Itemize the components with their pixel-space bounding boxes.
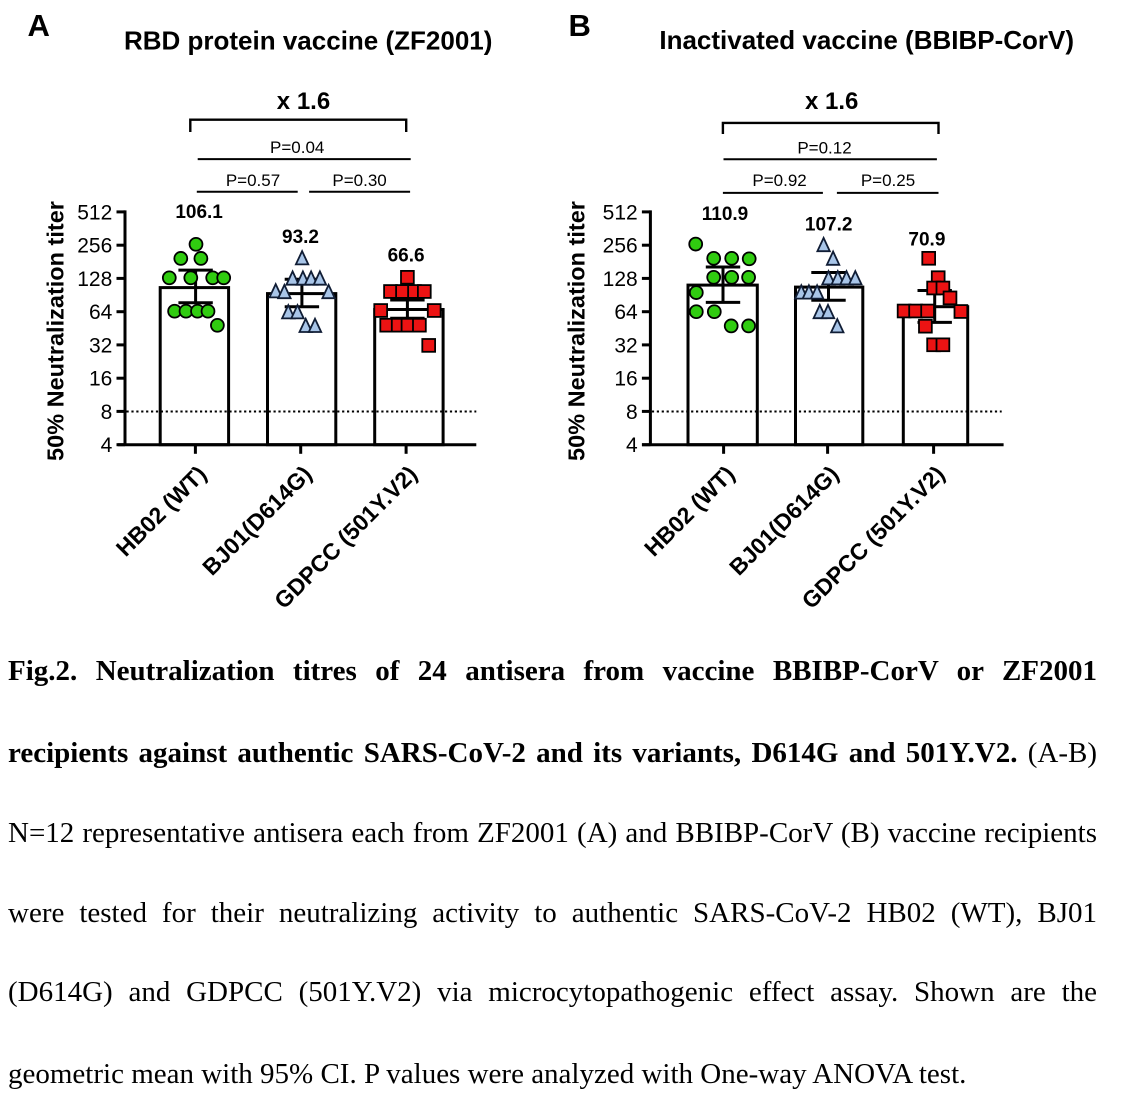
svg-text:106.1: 106.1: [175, 202, 223, 223]
svg-text:256: 256: [77, 235, 112, 258]
svg-text:512: 512: [603, 201, 638, 224]
svg-text:8: 8: [626, 401, 638, 424]
svg-text:B: B: [569, 8, 591, 43]
svg-text:128: 128: [77, 268, 112, 291]
svg-text:128: 128: [603, 268, 638, 291]
svg-text:50% Neutralization titer: 50% Neutralization titer: [564, 201, 590, 461]
svg-text:256: 256: [603, 235, 638, 258]
svg-text:P=0.12: P=0.12: [797, 138, 851, 157]
svg-text:110.9: 110.9: [702, 204, 749, 225]
svg-text:4: 4: [101, 434, 113, 457]
svg-text:16: 16: [614, 368, 637, 391]
svg-text:50% Neutralization titer: 50% Neutralization titer: [43, 201, 69, 461]
svg-text:P=0.04: P=0.04: [270, 138, 324, 157]
svg-text:P=0.57: P=0.57: [226, 171, 280, 190]
svg-text:x 1.6: x 1.6: [805, 88, 858, 115]
svg-text:P=0.30: P=0.30: [332, 171, 386, 190]
svg-text:64: 64: [89, 301, 113, 324]
svg-text:512: 512: [77, 201, 112, 224]
svg-text:P=0.92: P=0.92: [752, 171, 806, 190]
svg-text:BJ01(D614G): BJ01(D614G): [724, 461, 844, 581]
svg-text:93.2: 93.2: [282, 227, 319, 248]
svg-text:66.6: 66.6: [388, 246, 425, 267]
svg-text:8: 8: [101, 401, 113, 424]
svg-text:RBD protein vaccine (ZF2001): RBD protein vaccine (ZF2001): [124, 26, 492, 56]
svg-text:BJ01(D614G): BJ01(D614G): [197, 461, 317, 581]
svg-text:32: 32: [614, 334, 637, 357]
svg-text:70.9: 70.9: [908, 230, 945, 251]
svg-text:HB02 (WT): HB02 (WT): [111, 461, 212, 562]
svg-text:Inactivated vaccine (BBIBP-Cor: Inactivated vaccine (BBIBP-CorV): [659, 25, 1074, 55]
svg-text:4: 4: [626, 434, 638, 457]
svg-text:16: 16: [89, 368, 112, 391]
svg-text:x 1.6: x 1.6: [277, 88, 330, 115]
svg-text:HB02 (WT): HB02 (WT): [639, 461, 740, 562]
svg-text:32: 32: [89, 334, 112, 357]
svg-text:P=0.25: P=0.25: [861, 171, 915, 190]
svg-text:107.2: 107.2: [805, 215, 853, 236]
svg-text:A: A: [28, 8, 50, 43]
svg-text:64: 64: [614, 301, 638, 324]
